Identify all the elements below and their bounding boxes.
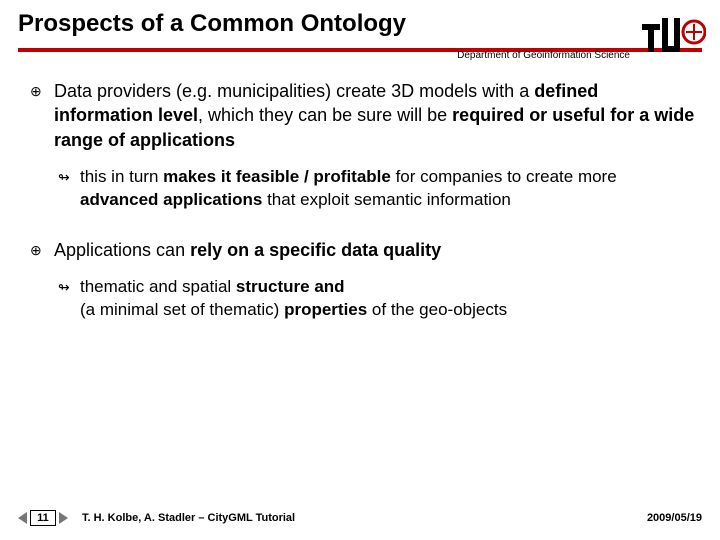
bullet-marker-icon: ↬ <box>58 278 70 297</box>
text-run: thematic and spatial <box>80 277 236 296</box>
bullet-marker-icon: ⊕ <box>30 82 42 101</box>
department-row: Department of Geoinformation Science <box>0 50 720 61</box>
text-bold: rely on a specific data quality <box>190 240 441 260</box>
next-slide-icon[interactable] <box>59 512 68 524</box>
footer-authors: T. H. Kolbe, A. Stadler – CityGML Tutori… <box>82 512 295 524</box>
bullet-marker-icon: ⊕ <box>30 241 42 260</box>
page-number: 11 <box>30 510 56 526</box>
text-run: (a minimal set of thematic) <box>80 300 284 319</box>
bullet-2: ⊕ Applications can rely on a specific da… <box>24 238 696 262</box>
bullet-2-sub: ↬ thematic and spatial structure and (a … <box>24 276 696 322</box>
text-run: , which they can be sure will be <box>198 105 452 125</box>
text-bold: structure and <box>236 277 345 296</box>
bullet-1-sub: ↬ this in turn makes it feasible / profi… <box>24 166 696 212</box>
tu-berlin-logo <box>642 14 706 56</box>
text-run: Data providers (e.g. municipalities) cre… <box>54 81 534 101</box>
text-run: that exploit semantic information <box>267 190 511 209</box>
prev-slide-icon[interactable] <box>18 512 27 524</box>
text-bold: properties <box>284 300 372 319</box>
text-run: for companies to create more <box>396 167 617 186</box>
text-run: of the geo-objects <box>372 300 507 319</box>
text-bold: makes it feasible / profitable <box>163 167 395 186</box>
footer-date: 2009/05/19 <box>647 512 702 524</box>
text-bold: advanced applications <box>80 190 267 209</box>
title-area: Prospects of a Common Ontology <box>0 0 720 42</box>
bullet-marker-icon: ↬ <box>58 168 70 187</box>
text-run: this in turn <box>80 167 163 186</box>
nav-controls: 11 <box>18 510 68 526</box>
footer: 11 T. H. Kolbe, A. Stadler – CityGML Tut… <box>0 510 720 526</box>
content-area: ⊕ Data providers (e.g. municipalities) c… <box>0 61 720 322</box>
slide: Prospects of a Common Ontology Departmen… <box>0 0 720 540</box>
slide-title: Prospects of a Common Ontology <box>18 10 702 38</box>
bullet-1: ⊕ Data providers (e.g. municipalities) c… <box>24 79 696 152</box>
text-run: Applications can <box>54 240 190 260</box>
department-label: Department of Geoinformation Science <box>457 50 630 61</box>
